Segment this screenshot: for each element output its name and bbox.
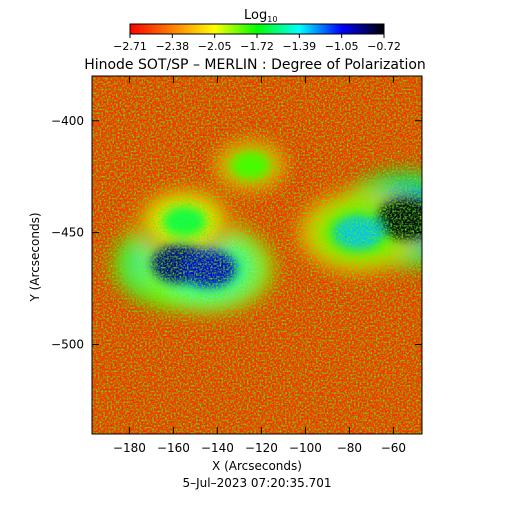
x-tick-label: −60 <box>381 441 406 455</box>
plot-frame <box>91 75 423 435</box>
colorbar-tick-label: −2.05 <box>198 40 232 53</box>
x-tick-label: −140 <box>201 441 234 455</box>
timestamp: 5–Jul–2023 07:20:35.701 <box>182 476 331 490</box>
x-tick-label: −100 <box>289 441 322 455</box>
colorbar-tick-label: −2.38 <box>155 40 189 53</box>
x-axis-label: X (Arcseconds) <box>212 459 302 473</box>
colorbar-title: Log10 <box>244 8 277 24</box>
y-tick-label: −500 <box>51 338 84 352</box>
x-tick-label: −120 <box>245 441 278 455</box>
colorbar-tick-label: −2.71 <box>113 40 147 53</box>
colorbar-tick-label: −1.39 <box>282 40 316 53</box>
chart-title: Hinode SOT/SP – MERLIN : Degree of Polar… <box>84 57 426 73</box>
y-tick-label: −450 <box>51 226 84 240</box>
colorbar-tick-label: −1.72 <box>240 40 274 53</box>
x-tick-label: −160 <box>157 441 190 455</box>
y-axis: −400 −450 −500 <box>51 114 422 352</box>
colorbar-tick-label: −0.72 <box>367 40 401 53</box>
colorbar-title-main: Log <box>244 8 267 23</box>
x-tick-label: −180 <box>113 441 146 455</box>
heatmap-image <box>92 76 422 434</box>
colorbar <box>129 23 385 35</box>
x-tick-label: −80 <box>337 441 362 455</box>
colorbar-ticks: −2.71 −2.38 −2.05 −1.72 −1.39 −1.05 −0.72 <box>113 34 401 53</box>
y-tick-label: −400 <box>51 114 84 128</box>
x-axis: −180 −160 −140 −120 −100 −80 −60 <box>113 76 406 455</box>
y-axis-label: Y (Arcseconds) <box>28 212 42 302</box>
colorbar-title-sub: 10 <box>267 15 277 24</box>
colorbar-tick-label: −1.05 <box>325 40 359 53</box>
